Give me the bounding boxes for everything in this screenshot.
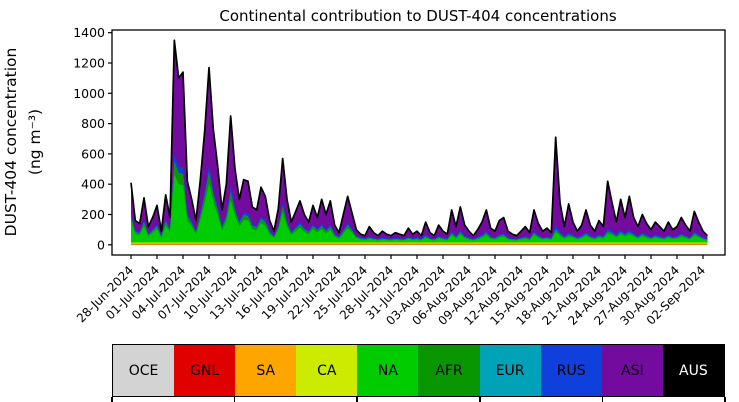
continent-legend: OCE GNL SA CA NA AFR EUR RUS ASI AUS — [112, 344, 725, 397]
area-na — [131, 174, 708, 245]
legend-item-sa: SA — [235, 345, 297, 396]
legend-item-afr: AFR — [418, 345, 480, 396]
total-line — [130, 39, 708, 237]
legend-tick — [111, 396, 113, 402]
chart-canvas: 020040060080010001200140028-Jun-202401-J… — [2, 7, 726, 328]
legend-label: NA — [377, 362, 398, 379]
y-tick-label: 1400 — [73, 25, 105, 40]
legend-item-ca: CA — [296, 345, 358, 396]
legend-tick — [479, 396, 481, 402]
legend-label: SA — [256, 362, 276, 379]
legend-tick — [724, 396, 726, 402]
legend-item-gnl: GNL — [174, 345, 236, 396]
legend-label: AFR — [435, 362, 463, 379]
legend-label: CA — [317, 362, 337, 379]
legend-label: OCE — [128, 362, 159, 379]
plot-border — [111, 29, 726, 256]
legend-label: ASI — [621, 362, 644, 379]
legend-label: GNL — [190, 362, 220, 379]
y-tick-label: 1000 — [73, 86, 105, 101]
legend-tick — [601, 396, 604, 402]
legend-item-aus: AUS — [662, 345, 724, 396]
legend-label: EUR — [495, 362, 525, 379]
legend-item-oce: OCE — [113, 345, 175, 396]
y-tick-label: 0 — [97, 237, 105, 252]
y-tick-label: 600 — [81, 146, 105, 161]
y-tick-label: 1200 — [73, 56, 105, 71]
legend-tick — [356, 396, 358, 402]
area-sa — [131, 243, 708, 245]
legend-item-na: NA — [357, 345, 419, 396]
legend-label: AUS — [679, 362, 708, 379]
y-axis-label-line2: (ng m⁻³) — [26, 109, 44, 175]
y-axis-label-line1: DUST-404 concentration — [2, 48, 20, 237]
legend-item-eur: EUR — [479, 345, 541, 396]
y-tick-label: 200 — [81, 207, 105, 222]
chart-title: Continental contribution to DUST-404 con… — [219, 7, 616, 25]
legend-tick — [233, 396, 236, 402]
total-concentration-line — [130, 39, 708, 237]
y-tick-label: 400 — [81, 177, 105, 192]
legend-item-asi: ASI — [601, 345, 663, 396]
stacked-areas — [131, 40, 708, 245]
y-tick-label: 800 — [81, 116, 105, 131]
legend-item-rus: RUS — [540, 345, 602, 396]
legend-label: RUS — [556, 362, 586, 379]
